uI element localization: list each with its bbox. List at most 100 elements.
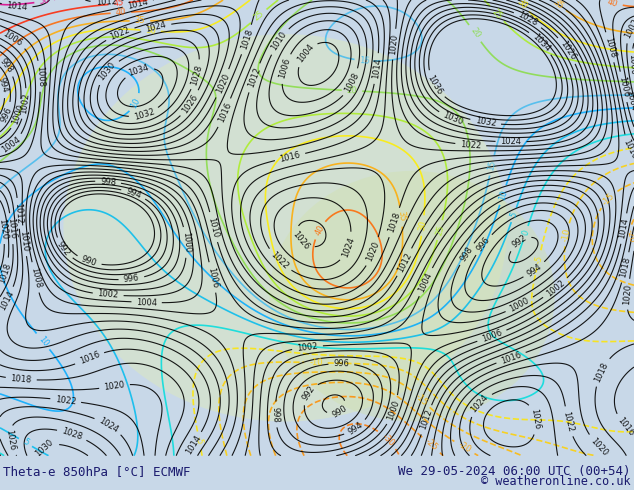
Text: 1010: 1010 <box>207 216 221 238</box>
Text: 1022: 1022 <box>55 394 77 406</box>
Text: 20: 20 <box>347 86 358 96</box>
Text: 35: 35 <box>396 211 406 222</box>
Text: -15: -15 <box>600 191 616 207</box>
Text: 1024: 1024 <box>500 137 522 147</box>
Text: 1028: 1028 <box>190 63 204 86</box>
Text: 10: 10 <box>36 335 50 348</box>
Text: 990: 990 <box>80 254 98 268</box>
Text: 20: 20 <box>469 26 482 40</box>
Text: 1018: 1018 <box>239 28 254 51</box>
Text: 1034: 1034 <box>530 32 552 53</box>
Text: 1014: 1014 <box>184 434 202 456</box>
Text: 1010: 1010 <box>621 138 634 161</box>
Text: -20: -20 <box>625 229 634 244</box>
Text: 1032: 1032 <box>474 117 496 128</box>
Text: 1028: 1028 <box>61 426 84 442</box>
Text: 1020: 1020 <box>0 218 9 240</box>
Text: 1008: 1008 <box>29 266 42 289</box>
Text: 1024: 1024 <box>340 236 356 258</box>
Text: 40: 40 <box>115 8 126 17</box>
Text: 990: 990 <box>330 403 349 419</box>
Text: 1018: 1018 <box>10 374 32 385</box>
Text: 25: 25 <box>252 9 266 23</box>
Text: 10: 10 <box>129 96 142 110</box>
Text: 1016: 1016 <box>616 416 634 438</box>
Text: 1004: 1004 <box>136 297 157 307</box>
Text: 996: 996 <box>0 105 14 123</box>
Text: 1014: 1014 <box>127 0 149 10</box>
Text: 1000: 1000 <box>181 231 191 253</box>
Text: 1006: 1006 <box>206 266 219 289</box>
Text: 1002: 1002 <box>545 278 567 298</box>
Text: 1006: 1006 <box>277 57 292 80</box>
Text: 35: 35 <box>551 0 565 11</box>
Text: 1004: 1004 <box>624 89 634 112</box>
Text: -15: -15 <box>413 392 429 407</box>
Text: 996: 996 <box>333 359 349 368</box>
Text: -30: -30 <box>380 432 396 448</box>
Text: 992: 992 <box>301 384 316 402</box>
Text: 30: 30 <box>515 0 529 11</box>
Text: 998: 998 <box>100 176 117 187</box>
Text: 1016: 1016 <box>500 350 522 366</box>
Text: 996: 996 <box>475 236 492 253</box>
Text: 1032: 1032 <box>133 107 155 122</box>
Text: 1002: 1002 <box>297 342 318 353</box>
Text: 1020: 1020 <box>103 380 126 392</box>
Text: 1014: 1014 <box>6 1 28 12</box>
Text: 1014: 1014 <box>618 218 630 240</box>
Text: 1020: 1020 <box>214 72 231 95</box>
Text: 1008: 1008 <box>343 72 361 94</box>
Text: 1008: 1008 <box>603 36 617 59</box>
Text: 992: 992 <box>55 240 72 258</box>
Text: 1034: 1034 <box>127 63 150 77</box>
Text: 1020: 1020 <box>623 283 633 305</box>
Text: 1014: 1014 <box>371 58 382 79</box>
Text: 1010: 1010 <box>18 230 30 252</box>
Text: 994: 994 <box>526 262 543 278</box>
Text: -20: -20 <box>456 441 472 455</box>
Text: 1020: 1020 <box>365 240 382 263</box>
Text: We 29-05-2024 06:00 UTC (00+54): We 29-05-2024 06:00 UTC (00+54) <box>398 466 631 478</box>
Text: 1018: 1018 <box>387 211 402 234</box>
Text: 1030: 1030 <box>97 61 117 83</box>
Text: 40: 40 <box>313 223 326 237</box>
Text: 1016: 1016 <box>6 218 17 240</box>
Text: Theta-e 850hPa [°C] ECMWF: Theta-e 850hPa [°C] ECMWF <box>3 466 191 478</box>
Text: 1006: 1006 <box>617 75 630 98</box>
Text: 0: 0 <box>521 229 531 237</box>
Text: 992: 992 <box>510 234 529 250</box>
Text: 30: 30 <box>145 26 156 36</box>
Ellipse shape <box>63 34 507 421</box>
Text: 1002: 1002 <box>623 18 634 40</box>
Text: 996: 996 <box>123 273 140 284</box>
Text: 1004: 1004 <box>0 135 22 155</box>
Text: 1022: 1022 <box>269 250 290 271</box>
Text: 15: 15 <box>359 56 370 66</box>
Text: 1014: 1014 <box>0 289 15 312</box>
Text: 1008: 1008 <box>35 65 45 87</box>
Text: 1022: 1022 <box>460 140 481 150</box>
Text: 1012: 1012 <box>95 0 117 7</box>
Text: 1024: 1024 <box>145 21 167 34</box>
Text: 25: 25 <box>434 224 446 236</box>
Text: -5: -5 <box>194 436 204 445</box>
Text: 1016: 1016 <box>78 350 101 367</box>
Text: 1006: 1006 <box>1 29 24 48</box>
Text: 1004: 1004 <box>295 42 315 64</box>
Text: 1026: 1026 <box>4 429 17 452</box>
Text: 15: 15 <box>486 159 498 171</box>
Text: 1026: 1026 <box>181 93 200 115</box>
Text: 1024: 1024 <box>97 416 120 435</box>
Text: 5: 5 <box>21 437 30 448</box>
Text: -10: -10 <box>309 358 323 368</box>
Text: 10: 10 <box>497 189 509 201</box>
Text: 1020: 1020 <box>589 436 610 457</box>
Text: 1022: 1022 <box>562 410 575 433</box>
Text: 50: 50 <box>39 0 50 6</box>
Text: 1004: 1004 <box>417 270 434 294</box>
Text: 1012: 1012 <box>418 408 434 431</box>
Text: 1022: 1022 <box>108 25 131 42</box>
Text: 998: 998 <box>0 56 15 74</box>
Text: 994: 994 <box>0 76 10 94</box>
